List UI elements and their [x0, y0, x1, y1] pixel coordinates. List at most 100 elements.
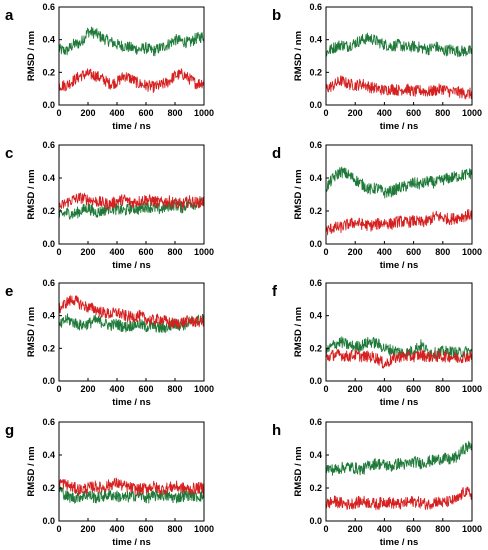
series-line-green: [325, 440, 473, 476]
x-tick-label: 200: [348, 247, 363, 257]
y-tick-label: 0.4: [42, 35, 55, 45]
y-tick-label: 0.4: [309, 35, 322, 45]
y-tick-label: 0.2: [309, 67, 322, 77]
panel-letter: c: [5, 145, 13, 162]
x-tick-label: 1000: [462, 247, 482, 257]
y-axis-label: RMSD / nm: [293, 446, 304, 496]
y-tick-label: 0.6: [309, 278, 322, 288]
x-tick-label: 200: [80, 108, 95, 118]
x-tick-label: 0: [323, 247, 328, 257]
y-tick-label: 0.0: [42, 239, 55, 249]
series-line-red: [325, 486, 473, 511]
x-axis-label: time / ns: [112, 537, 151, 548]
y-tick-label: 0.0: [42, 100, 55, 110]
x-tick-label: 800: [167, 108, 182, 118]
y-tick-label: 0.6: [42, 278, 55, 288]
x-axis-label: time / ns: [380, 397, 419, 408]
x-tick-label: 0: [323, 524, 328, 534]
x-tick-label: 1000: [462, 384, 482, 394]
x-tick-label: 400: [109, 524, 124, 534]
x-tick-label: 600: [406, 384, 421, 394]
y-tick-label: 0.6: [309, 2, 322, 12]
x-tick-label: 400: [109, 108, 124, 118]
series-line-red: [58, 476, 205, 496]
series-line-red: [325, 349, 473, 369]
x-tick-label: 800: [167, 524, 182, 534]
y-tick-label: 0.2: [309, 206, 322, 216]
x-tick-label: 200: [80, 524, 95, 534]
y-tick-label: 0.0: [309, 100, 322, 110]
y-axis-label: RMSD / nm: [26, 31, 37, 81]
x-tick-label: 0: [56, 524, 61, 534]
x-tick-label: 600: [406, 247, 421, 257]
panel-e: 0 200 400 600 800 1000 0.0 0.2 0.4 0.6 time / ns RM…: [5, 278, 214, 408]
x-tick-label: 400: [109, 384, 124, 394]
panel-letter: g: [5, 422, 14, 439]
y-tick-label: 0.4: [309, 450, 322, 460]
panel-b: 0 200 400 600 800 1000 0.0 0.2 0.4 0.6 time / ns RM…: [272, 2, 482, 132]
x-tick-label: 0: [56, 108, 61, 118]
x-axis-label: time / ns: [380, 260, 419, 271]
series-line-green: [58, 197, 205, 220]
x-tick-label: 400: [109, 247, 124, 257]
series-line-green: [325, 166, 473, 199]
panel-letter: b: [272, 7, 281, 24]
series-line-green: [58, 26, 205, 57]
x-tick-label: 800: [435, 247, 450, 257]
y-tick-label: 0.6: [42, 2, 55, 12]
x-tick-label: 200: [80, 384, 95, 394]
panel-letter: d: [272, 145, 281, 162]
x-tick-label: 800: [167, 384, 182, 394]
y-tick-label: 0.2: [42, 483, 55, 493]
x-axis-label: time / ns: [380, 121, 419, 132]
y-tick-label: 0.4: [309, 173, 322, 183]
y-axis-label: RMSD / nm: [293, 307, 304, 357]
x-tick-label: 600: [138, 524, 153, 534]
x-tick-label: 1000: [194, 108, 214, 118]
panel-d: 0 200 400 600 800 1000 0.0 0.2 0.4 0.6 time / ns RM…: [272, 140, 482, 271]
x-tick-label: 600: [406, 524, 421, 534]
series-line-red: [58, 68, 205, 94]
x-tick-label: 0: [56, 384, 61, 394]
panel-letter: e: [5, 283, 13, 300]
x-tick-label: 600: [138, 247, 153, 257]
x-axis-label: time / ns: [112, 121, 151, 132]
x-axis-label: time / ns: [112, 397, 151, 408]
y-axis-label: RMSD / nm: [293, 31, 304, 81]
x-tick-label: 800: [435, 108, 450, 118]
panel-c: 0 200 400 600 800 1000 0.0 0.2 0.4 0.6 time / ns RM…: [5, 140, 214, 271]
x-tick-label: 0: [323, 384, 328, 394]
x-tick-label: 200: [348, 108, 363, 118]
panel-f: 0 200 400 600 800 1000 0.0 0.2 0.4 0.6 time / ns RM…: [272, 278, 482, 408]
series-line-green: [58, 486, 205, 504]
y-tick-label: 0.4: [42, 173, 55, 183]
series-line-red: [58, 192, 205, 213]
plot-frame: [58, 421, 205, 522]
y-axis-label: RMSD / nm: [26, 169, 37, 219]
panel-letter: h: [272, 422, 281, 439]
x-tick-label: 1000: [462, 524, 482, 534]
x-tick-label: 1000: [462, 108, 482, 118]
y-tick-label: 0.2: [42, 206, 55, 216]
plot-frame: [325, 421, 473, 522]
x-tick-label: 400: [377, 108, 392, 118]
series-line-red: [58, 295, 205, 329]
plot-frame: [58, 144, 205, 245]
x-tick-label: 200: [348, 524, 363, 534]
x-tick-label: 600: [406, 108, 421, 118]
x-tick-label: 1000: [194, 384, 214, 394]
y-axis-label: RMSD / nm: [293, 169, 304, 219]
plot-frame: [325, 282, 473, 382]
y-axis-label: RMSD / nm: [26, 307, 37, 357]
series-line-green: [325, 336, 473, 360]
x-tick-label: 200: [80, 247, 95, 257]
x-tick-label: 200: [348, 384, 363, 394]
y-tick-label: 0.6: [42, 417, 55, 427]
x-tick-label: 600: [138, 108, 153, 118]
y-tick-label: 0.2: [42, 67, 55, 77]
x-axis-label: time / ns: [380, 537, 419, 548]
x-tick-label: 800: [435, 384, 450, 394]
series-line-red: [325, 209, 473, 236]
y-tick-label: 0.0: [309, 516, 322, 526]
